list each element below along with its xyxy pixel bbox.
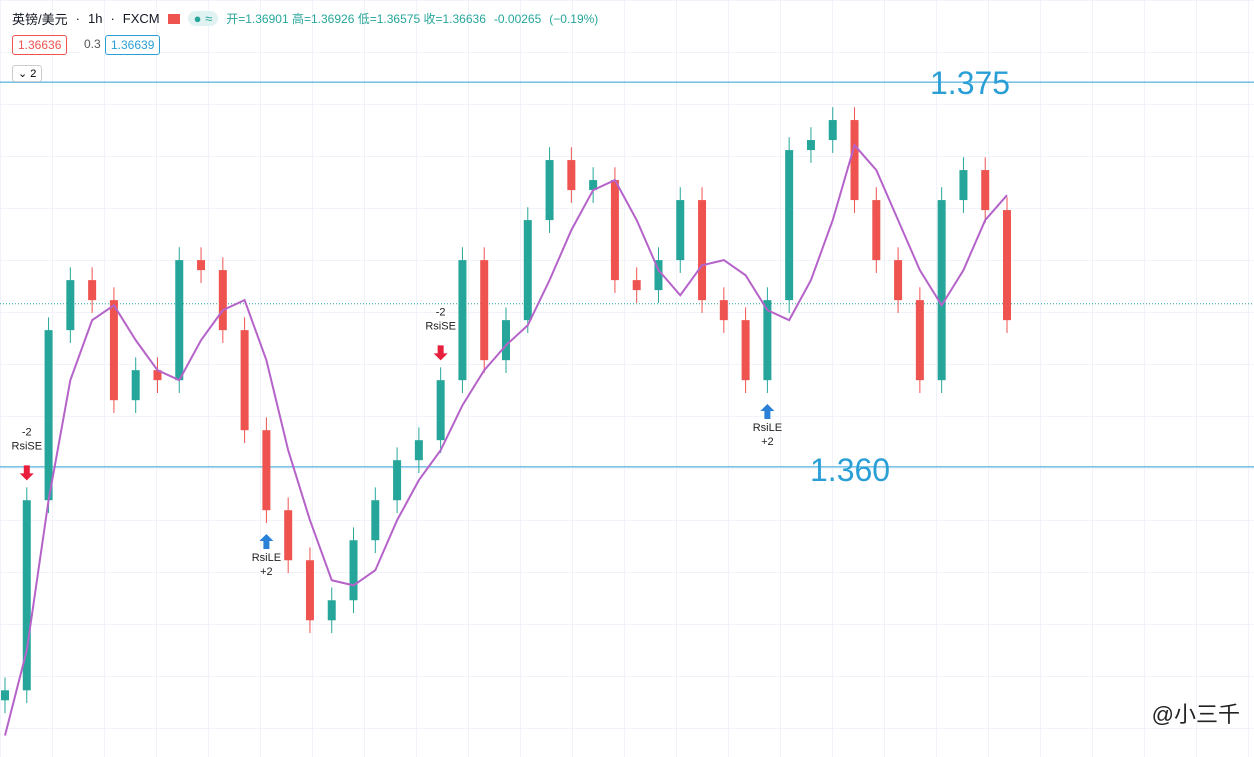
- candle-body: [806, 140, 815, 151]
- candle-body: [305, 560, 314, 621]
- signal-label: RsiLE: [252, 552, 281, 564]
- candle-body: [458, 260, 467, 381]
- candle-body: [676, 200, 685, 261]
- watermark: @小三千: [1152, 697, 1240, 729]
- candle-body: [284, 510, 293, 561]
- signal-arrow: [19, 465, 34, 481]
- indicator-toggle[interactable]: ⌄ 2: [12, 65, 43, 82]
- candle-body: [197, 260, 206, 271]
- ma-line: [4, 143, 1008, 736]
- candle-body: [763, 300, 772, 381]
- candle-body: [545, 160, 554, 221]
- candle-body: [1, 690, 9, 701]
- candle-body: [959, 170, 968, 201]
- candle-body: [567, 160, 576, 191]
- signal-qty: -2: [436, 306, 446, 318]
- candle-body: [414, 440, 423, 461]
- indicator-count: 2: [30, 68, 37, 80]
- candle-body: [502, 320, 510, 361]
- candle-body: [218, 270, 227, 331]
- candle-body: [698, 200, 707, 301]
- candle-body: [436, 380, 445, 441]
- candle-body: [632, 280, 641, 291]
- signal-qty: +2: [761, 436, 774, 448]
- candle-body: [327, 600, 336, 621]
- stats: 开=1.36901 高=1.36926 低=1.36575 收=1.36636: [226, 10, 486, 27]
- flag[interactable]: [167, 13, 180, 24]
- candle-body: [785, 150, 794, 301]
- horizontal-line-label: 1.360: [810, 452, 890, 488]
- candle-body: [393, 460, 402, 501]
- candle-body: [850, 120, 859, 201]
- stat-value: 1.36575: [376, 12, 421, 26]
- stat-label: 开=: [226, 12, 246, 26]
- source: FXCM: [122, 11, 160, 26]
- candle-body: [589, 180, 598, 191]
- candle-body: [22, 500, 31, 691]
- candle-body: [894, 260, 903, 301]
- signal-qty: -2: [22, 426, 32, 438]
- candle-body: [66, 280, 75, 331]
- stat-value: 1.36901: [245, 12, 289, 26]
- stat-label: 低=: [357, 12, 377, 26]
- candle-body: [915, 300, 924, 381]
- signal-label: RsiSE: [12, 440, 43, 452]
- symbol: 英镑/美元: [12, 12, 68, 27]
- candle-body: [175, 260, 184, 381]
- candle-body: [981, 170, 990, 211]
- candle-body: [610, 180, 619, 281]
- candle-body: [153, 370, 162, 381]
- header: 英镑/美元 · 1h · FXCM ● ≈ 开=1.36901 高=1.36926 …: [12, 10, 599, 27]
- stat-label: 收=: [423, 12, 443, 26]
- candle-body: [1003, 210, 1011, 321]
- stat-label: 高=: [291, 12, 311, 26]
- candle-body: [654, 260, 663, 291]
- candle-body: [44, 330, 53, 501]
- candle-body: [240, 330, 249, 431]
- candle-body: [828, 120, 837, 141]
- stat-value: 1.36636: [442, 12, 486, 26]
- candle-body: [371, 500, 380, 541]
- candle-body: [88, 280, 97, 301]
- signal-label: RsiLE: [753, 422, 782, 434]
- spread: 0.3: [79, 35, 106, 53]
- signal-qty: +2: [260, 566, 273, 578]
- change-pct: (−0.19%): [549, 11, 599, 26]
- candle-body: [480, 260, 489, 361]
- watermark-text: @小三千: [1151, 702, 1240, 727]
- signal-label: RsiSE: [425, 320, 456, 332]
- candle-body: [741, 320, 750, 381]
- signal-arrow: [433, 345, 448, 361]
- candle-body: [109, 300, 118, 401]
- buy-price[interactable]: 1.36639: [105, 35, 161, 55]
- candle-body: [262, 430, 271, 511]
- stat-value: 1.36926: [311, 12, 355, 26]
- candle-body: [872, 200, 881, 261]
- horizontal-line-label: 1.375: [930, 65, 1010, 101]
- status[interactable]: ● ≈: [187, 11, 219, 26]
- sell-price[interactable]: 1.36636: [12, 35, 68, 55]
- change: -0.00265: [493, 11, 542, 26]
- interval: 1h: [87, 11, 103, 26]
- candle-body: [937, 200, 946, 381]
- signal-arrow: [760, 403, 775, 419]
- signal-arrow: [259, 534, 274, 550]
- candle-body: [719, 300, 728, 321]
- candle-body: [523, 220, 532, 321]
- candle-body: [131, 370, 140, 401]
- candle-body: [349, 540, 358, 601]
